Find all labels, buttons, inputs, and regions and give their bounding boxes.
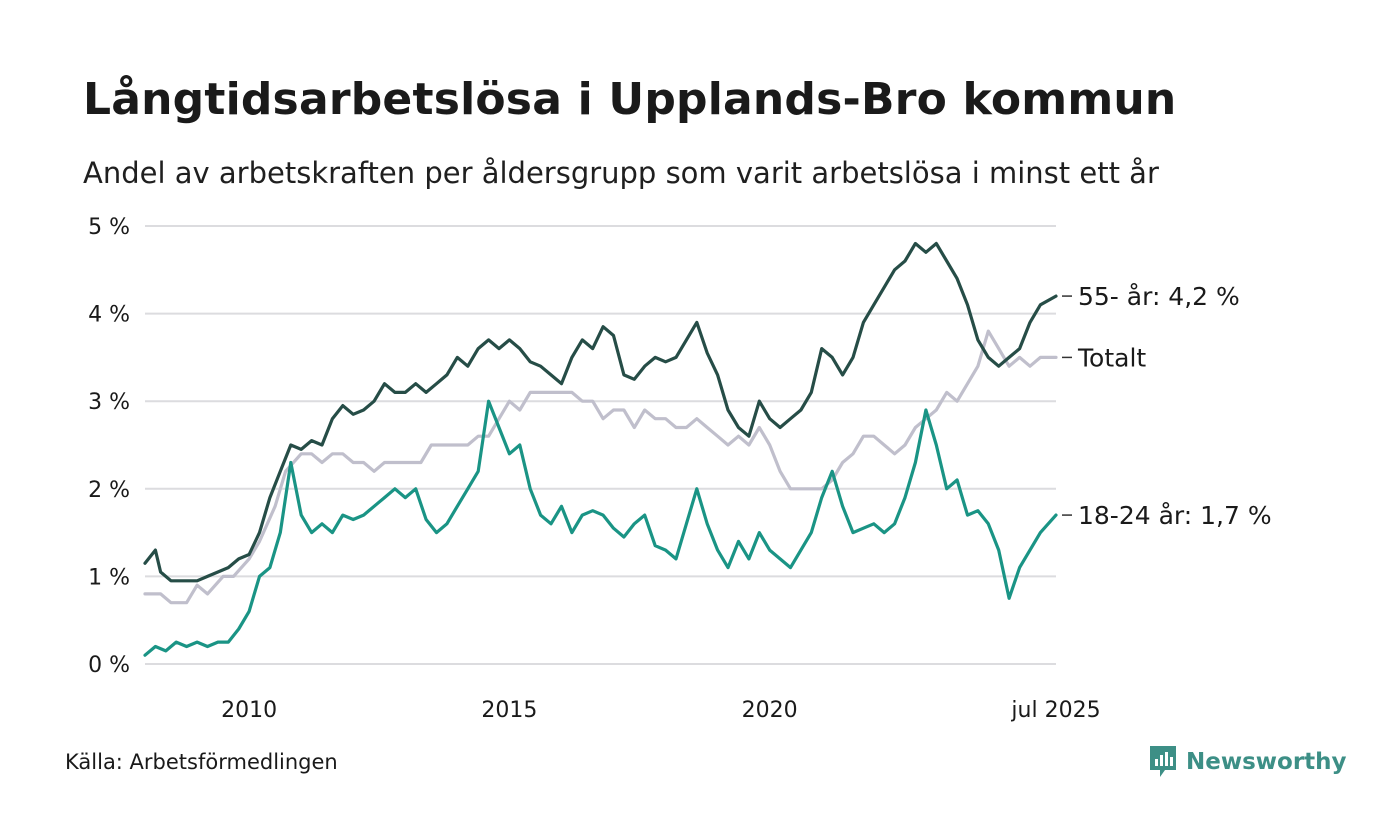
chart-title: Långtidsarbetslösa i Upplands-Bro kommun xyxy=(83,74,1177,125)
series-line-total xyxy=(143,329,1058,605)
y-tick-label: 1 % xyxy=(88,565,130,590)
y-tick-label: 0 % xyxy=(88,653,130,678)
series-line-young xyxy=(143,399,1058,657)
series-end-label-total: Totalt xyxy=(1077,343,1146,372)
x-tick-label: jul 2025 xyxy=(1010,698,1100,723)
newsworthy-logo-icon xyxy=(1150,746,1176,777)
x-tick-label: 2015 xyxy=(481,698,537,723)
x-axis-ticks: 2010 2015 2020 jul 2025 xyxy=(221,698,1100,723)
y-tick-label: 4 % xyxy=(88,303,130,328)
series-end-label-older: 55- år: 4,2 % xyxy=(1078,282,1240,311)
series-line-older xyxy=(143,241,1058,583)
x-tick-label: 2020 xyxy=(742,698,798,723)
chart-subtitle: Andel av arbetskraften per åldersgrupp s… xyxy=(83,156,1159,190)
y-tick-label: 2 % xyxy=(88,478,130,503)
y-tick-label: 3 % xyxy=(88,390,130,415)
brand-logo: Newsworthy xyxy=(1148,744,1347,780)
series-lines xyxy=(143,241,1058,657)
x-tick-label: 2010 xyxy=(221,698,277,723)
series-end-label-young: 18-24 år: 1,7 % xyxy=(1078,501,1272,530)
y-axis-ticks: 0 % 1 % 2 % 3 % 4 % 5 % xyxy=(88,215,130,678)
series-end-labels: Totalt 55- år: 4,2 % 18-24 år: 1,7 % xyxy=(1062,282,1272,530)
source-note: Källa: Arbetsförmedlingen xyxy=(65,750,338,774)
brand-name: Newsworthy xyxy=(1186,749,1347,775)
y-tick-label: 5 % xyxy=(88,215,130,240)
grid-lines xyxy=(145,225,1056,665)
